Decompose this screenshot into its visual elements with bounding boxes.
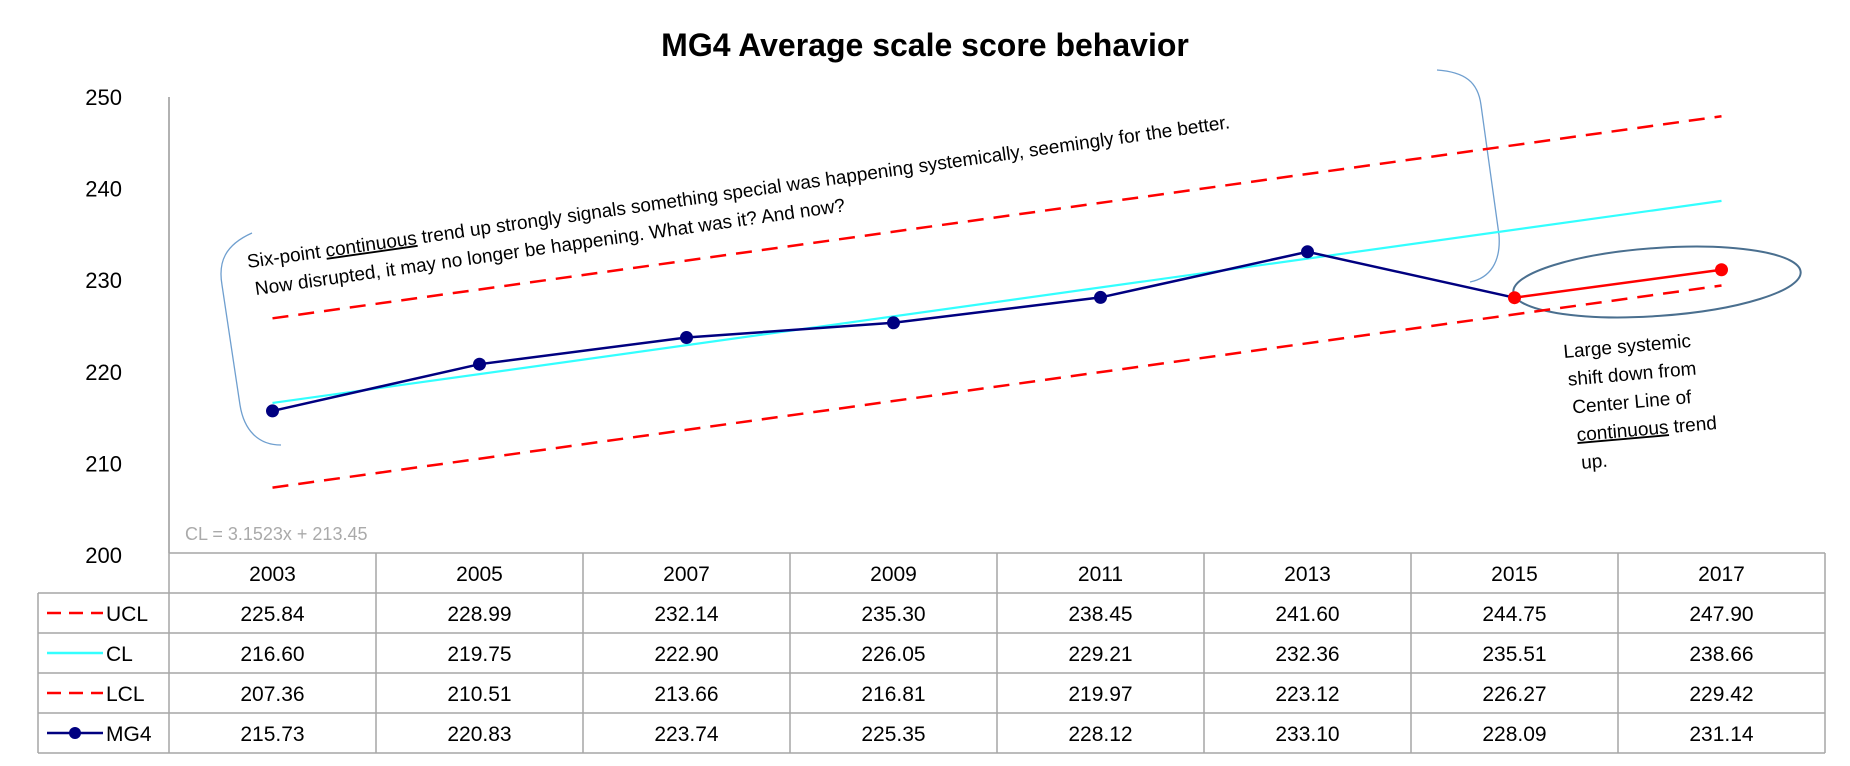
chart-title: MG4 Average scale score behavior	[661, 27, 1189, 63]
data-point	[887, 316, 900, 330]
legend-label: UCL	[106, 603, 148, 626]
y-tick-label: 240	[85, 177, 122, 202]
data-cell: 238.45	[1068, 603, 1132, 626]
x-category-label: 2009	[870, 563, 917, 586]
annotation-underlined: continuous	[1576, 417, 1669, 446]
data-cell: 244.75	[1482, 603, 1546, 626]
legend-label: CL	[106, 643, 133, 666]
annotation-text: Large systemic	[1563, 331, 1692, 363]
data-cell: 225.35	[861, 723, 925, 746]
x-category-label: 2015	[1491, 563, 1538, 586]
x-category-label: 2017	[1698, 563, 1745, 586]
trend-annotation: Six-point continuous trend up strongly s…	[246, 112, 1231, 300]
data-point	[1508, 291, 1521, 305]
data-cell: 235.51	[1482, 643, 1546, 666]
data-cell: 232.14	[654, 603, 719, 626]
data-point	[1715, 263, 1728, 277]
data-cell: 215.73	[240, 723, 304, 746]
data-cell: 228.09	[1482, 723, 1546, 746]
series-line-highlight	[1514, 268, 1722, 299]
annotation-text: shift down from	[1567, 359, 1697, 391]
svg-text:continuous trend: continuous trend	[1576, 413, 1718, 446]
data-cell: 220.83	[447, 723, 511, 746]
data-cell: 235.30	[861, 603, 925, 626]
trendline-equation: CL = 3.1523x + 213.45	[185, 524, 367, 544]
y-tick-label: 200	[85, 543, 122, 568]
data-cell: 233.10	[1275, 723, 1339, 746]
data-cell: 247.90	[1689, 603, 1753, 626]
data-cell: 229.21	[1068, 643, 1132, 666]
data-cell: 219.75	[447, 643, 511, 666]
data-point	[1301, 245, 1314, 259]
data-cell: 219.97	[1068, 683, 1132, 706]
y-tick-label: 230	[85, 268, 122, 293]
y-tick-label: 210	[85, 451, 122, 476]
data-point	[680, 331, 693, 345]
annotation-text: up.	[1580, 451, 1608, 474]
data-point	[473, 357, 486, 371]
data-cell: 228.12	[1068, 723, 1132, 746]
data-cell: 223.74	[654, 723, 719, 746]
highlight-ellipse	[1512, 245, 1802, 319]
series-line-lcl	[272, 284, 1722, 489]
y-tick-label: 220	[85, 360, 122, 385]
x-category-label: 2007	[663, 563, 710, 586]
shift-annotation: Large systemic shift down from Center Li…	[1563, 331, 1718, 474]
series-line-ucl	[272, 114, 1722, 320]
legend-marker	[69, 727, 81, 739]
annotation-text: trend	[1667, 413, 1717, 438]
series-line-mg4	[272, 250, 1515, 413]
svg-text:Six-point continuous trend up: Six-point continuous trend up strongly s…	[246, 112, 1231, 273]
legend-label: MG4	[106, 723, 152, 746]
y-tick-label: 250	[85, 85, 122, 110]
legend-label: LCL	[106, 683, 145, 706]
series-line-cl	[272, 199, 1722, 405]
data-cell: 228.99	[447, 603, 511, 626]
data-point	[266, 404, 279, 418]
data-cell: 213.66	[654, 683, 718, 706]
right-bracket	[1436, 69, 1500, 283]
data-point	[1094, 290, 1107, 304]
data-cell: 222.90	[654, 643, 718, 666]
data-cell: 241.60	[1275, 603, 1339, 626]
data-cell: 216.81	[861, 683, 925, 706]
data-cell: 223.12	[1275, 683, 1339, 706]
data-cell: 231.14	[1689, 723, 1754, 746]
annotation-text: trend up strongly signals something spec…	[415, 112, 1231, 249]
data-cell: 226.27	[1482, 683, 1546, 706]
data-cell: 232.36	[1275, 643, 1339, 666]
x-category-label: 2011	[1078, 563, 1123, 586]
annotation-text: Six-point	[246, 241, 327, 273]
annotation-underlined: continuous	[324, 228, 418, 262]
x-category-label: 2013	[1284, 563, 1331, 586]
data-cell: 229.42	[1689, 683, 1753, 706]
x-category-label: 2005	[456, 563, 503, 586]
data-cell: 207.36	[240, 683, 304, 706]
data-cell: 210.51	[447, 683, 511, 706]
data-cell: 216.60	[240, 643, 304, 666]
data-cell: 238.66	[1689, 643, 1753, 666]
left-bracket	[220, 232, 282, 446]
x-category-label: 2003	[249, 563, 296, 586]
data-cell: 226.05	[861, 643, 925, 666]
data-cell: 225.84	[240, 603, 305, 626]
annotation-text: Center Line of	[1571, 387, 1692, 418]
